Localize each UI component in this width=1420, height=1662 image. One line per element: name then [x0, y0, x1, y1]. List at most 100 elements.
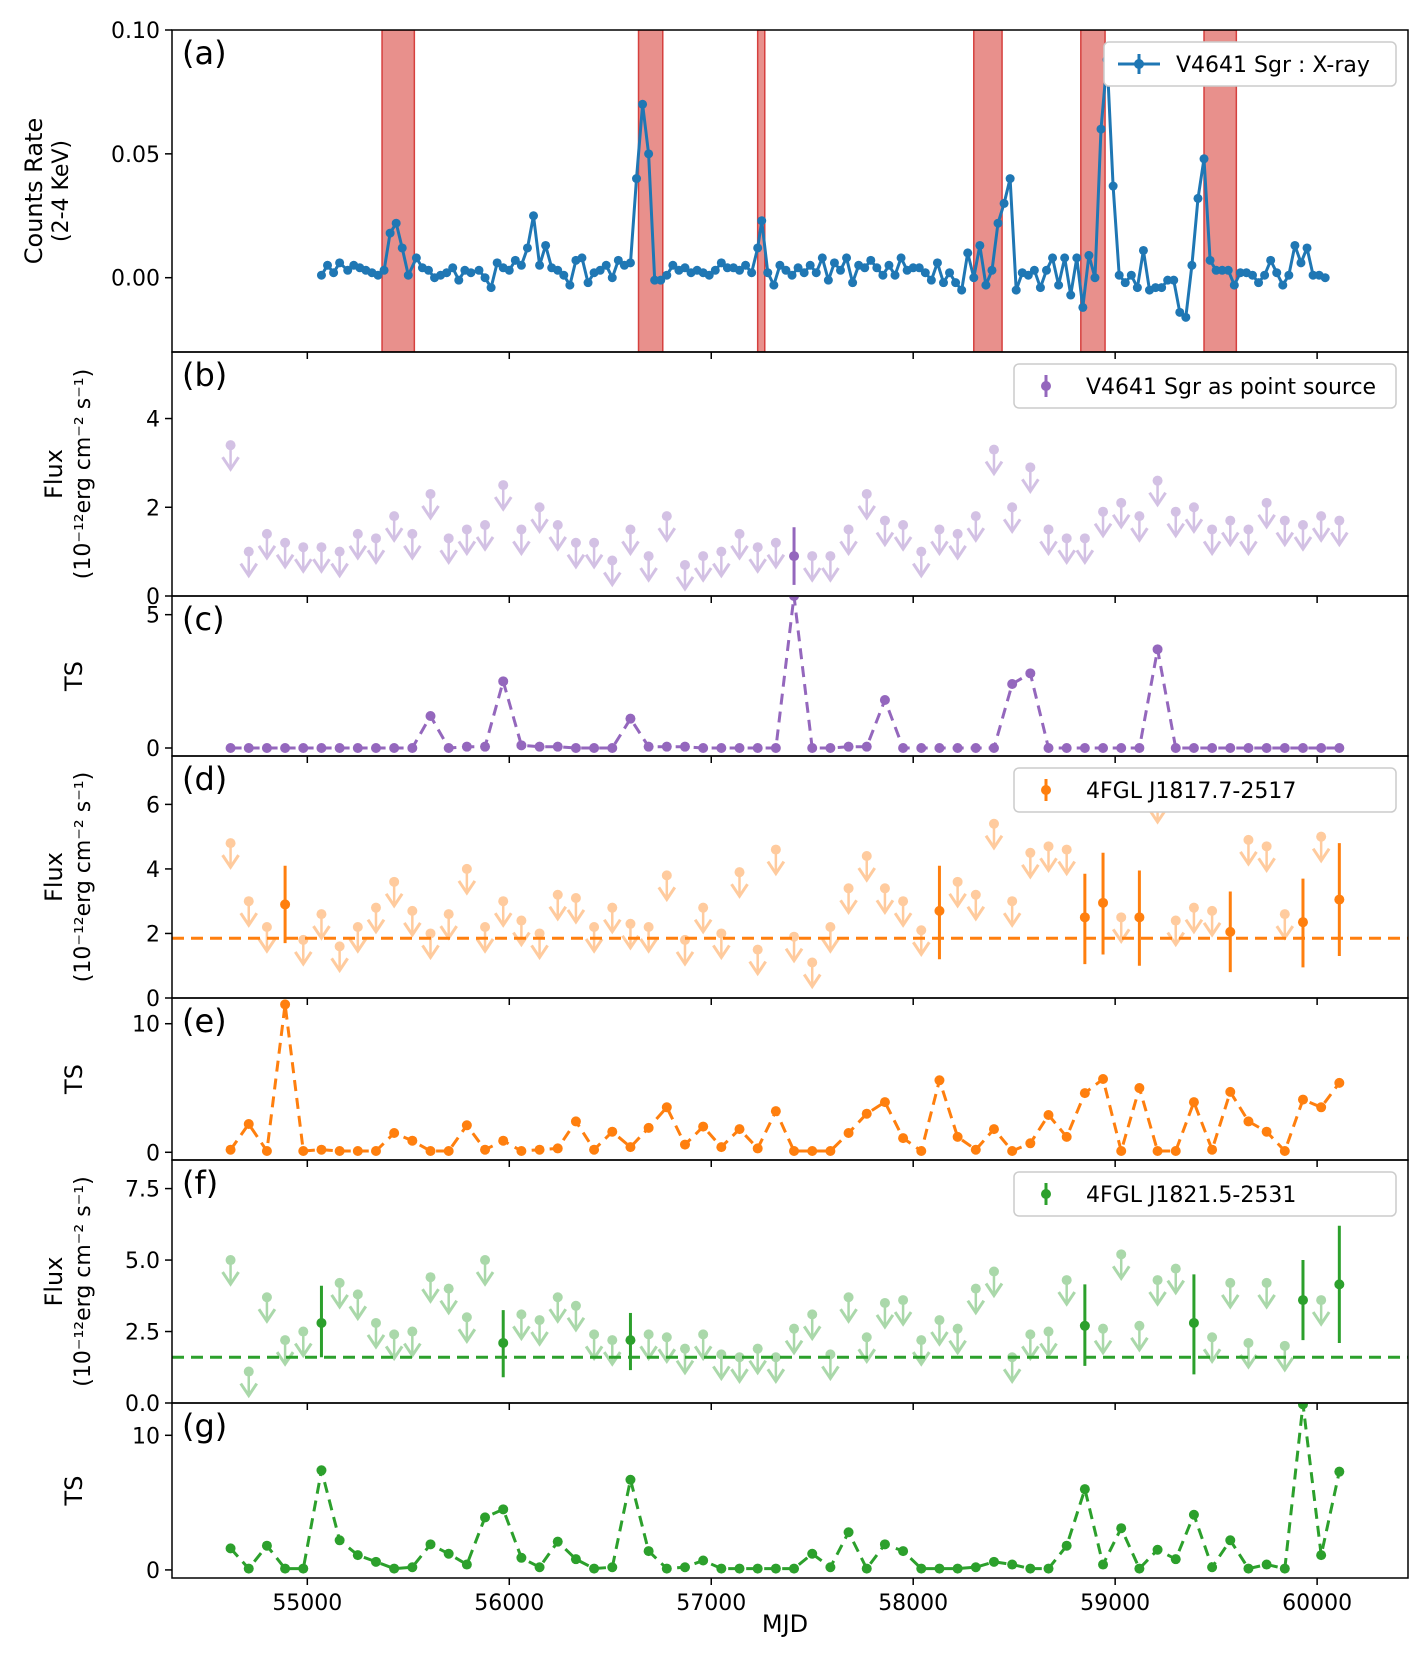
panel-c-ytick-label-1: 5 [146, 604, 160, 629]
panel-d-upper-limit-14-head [493, 912, 513, 928]
panel-b-upper-limit-16 [512, 524, 531, 557]
panel-f-upper-limit-40 [1002, 1352, 1022, 1384]
panel-a-point-161 [1296, 258, 1306, 268]
panel-c-point-40 [952, 743, 963, 753]
panel-f-upper-limit-27 [766, 1352, 786, 1384]
panel-e-frame [171, 997, 1409, 1161]
panel-b-upper-limit-2 [257, 528, 277, 561]
panel-e-point-31 [789, 1146, 800, 1156]
panel-f-label: (f) [182, 1164, 218, 1202]
panel-a-point-162 [1302, 243, 1312, 253]
panel-f-upper-limit-53 [1275, 1340, 1295, 1373]
panel-f-upper-limit-12 [457, 1312, 477, 1344]
panel-d-upper-limit-8-cap [389, 876, 400, 887]
panel-b-upper-limit-38-cap [934, 524, 945, 535]
panel-b-upper-limit-56 [1257, 497, 1276, 530]
panel-d-upper-limit-31-head [802, 973, 822, 990]
panel-e-point-5 [316, 1144, 327, 1155]
panel-a-point-85 [835, 265, 845, 275]
panel-a-point-71 [753, 243, 763, 253]
panel-g-ytick-label-0: 0 [146, 1559, 160, 1584]
panel-d-upper-limit-37-head [912, 941, 931, 957]
panel-f-plot [172, 1225, 1408, 1399]
panel-d-ytick-label-1: 2 [146, 922, 160, 947]
panel-a-point-118 [1035, 283, 1045, 293]
panel-f-upper-limit-14 [512, 1309, 531, 1342]
panel-f-upper-limit-15-head [530, 1331, 549, 1347]
x-tick-label-1: 56000 [474, 1591, 544, 1616]
panel-a-point-103 [945, 268, 955, 278]
panel-b-label: (b) [182, 356, 227, 394]
panel-b-upper-limit-49 [1130, 511, 1149, 543]
panel-b-upper-limit-43 [1021, 462, 1040, 495]
panel-d: 0 2 4 6 (d) Flux (10⁻¹²erg cm⁻² s⁻¹) 4FGL J1817… [40, 755, 1409, 1012]
panel-a-point-168 [1339, 0, 1348, 5]
panel-d-upper-limit-11-cap [443, 909, 454, 920]
panel-f-upper-limit-7 [366, 1317, 386, 1350]
panel-b-upper-limit-37-cap [916, 546, 927, 557]
panel-a-point-141 [1175, 307, 1185, 317]
panel-d-upper-limit-16 [530, 928, 549, 961]
panel-a-label: (a) [182, 34, 227, 72]
panel-a-point-74 [769, 280, 779, 290]
panel-b-upper-limit-19-head [566, 553, 586, 570]
panel-a-point-114 [1011, 285, 1021, 295]
panel-f-upper-limit-5 [330, 1277, 349, 1310]
panel-c-point-39 [934, 743, 945, 753]
panel-f-upper-limit-47-head [1148, 1291, 1167, 1307]
panel-b-upper-limit-35 [875, 515, 895, 548]
panel-d-upper-limit-42-cap [1025, 847, 1036, 858]
panel-f-detection-2 [625, 1335, 636, 1346]
panel-d-upper-limit-33 [839, 883, 858, 915]
panel-g-point-28 [734, 1563, 745, 1574]
panel-g-point-43 [1007, 1559, 1018, 1570]
panel-g-point-55 [1225, 1535, 1236, 1546]
panel-f-upper-limit-47 [1148, 1275, 1167, 1307]
panel-b-upper-limit-12 [439, 533, 458, 566]
panel-g-point-32 [807, 1548, 818, 1559]
panel-f-upper-limit-26 [748, 1343, 767, 1376]
panel-e-ytick-label-1: 10 [132, 1013, 160, 1038]
panel-e-point-52 [1170, 1146, 1181, 1156]
panel-f-upper-limit-46 [1130, 1320, 1149, 1353]
panel-e-point-42 [988, 1124, 999, 1135]
panel-a-point-120 [1048, 253, 1058, 263]
panel-d-upper-limit-25-cap [698, 902, 709, 913]
panel-d-upper-limit-27 [730, 867, 749, 899]
panel-d-upper-limit-37-cap [916, 925, 927, 936]
panel-c-point-1 [243, 743, 254, 753]
panel-c-point-49 [1116, 743, 1127, 753]
panel-f-upper-limit-40-cap [1007, 1352, 1018, 1363]
panel-f-upper-limit-50-head [1221, 1294, 1240, 1310]
panel-e-point-26 [698, 1121, 709, 1132]
panel-g-point-47 [1079, 1484, 1090, 1495]
panel-b: 0 2 4 (b) Flux (10⁻¹²erg cm⁻² s⁻¹) V4641 Sgr a… [40, 351, 1409, 610]
panel-e-point-17 [534, 1144, 545, 1155]
panel-f-upper-limit-34 [893, 1295, 913, 1327]
panel-f-detection-0 [316, 1317, 327, 1328]
panel-f-upper-limit-16 [548, 1292, 567, 1324]
panel-b-ylabel-line2: (10⁻¹²erg cm⁻² s⁻¹) [71, 369, 96, 579]
panel-e-point-13 [461, 1120, 472, 1131]
panel-a-point-125 [1078, 302, 1088, 312]
panel-a-point-50 [625, 258, 635, 268]
panel-c-point-55 [1225, 743, 1236, 753]
panel-d-upper-limit-13-head [475, 938, 495, 954]
panel-b-upper-limit-14-head [475, 536, 495, 552]
panel-d-upper-limit-19-cap [589, 922, 600, 933]
panel-a-point-133 [1126, 270, 1136, 280]
panel-d-upper-limit-26 [712, 928, 731, 961]
panel-f-upper-limit-23 [693, 1329, 713, 1362]
panel-a-point-144 [1193, 193, 1203, 203]
panel-d-upper-limit-40 [984, 818, 1004, 851]
panel-d-upper-limit-4 [312, 909, 331, 941]
panel-b-upper-limit-47 [1093, 506, 1113, 539]
panel-a-point-52 [638, 99, 648, 109]
panel-f-upper-limit-9-cap [407, 1326, 418, 1337]
panel-d-detection-3 [1098, 897, 1109, 908]
panel-f-upper-limit-6 [348, 1289, 368, 1322]
panel-g-point-20 [589, 1563, 600, 1574]
panel-a-point-130 [1108, 181, 1118, 191]
panel-d-upper-limit-53 [1311, 831, 1331, 864]
panel-f-upper-limit-4-cap [298, 1326, 309, 1337]
